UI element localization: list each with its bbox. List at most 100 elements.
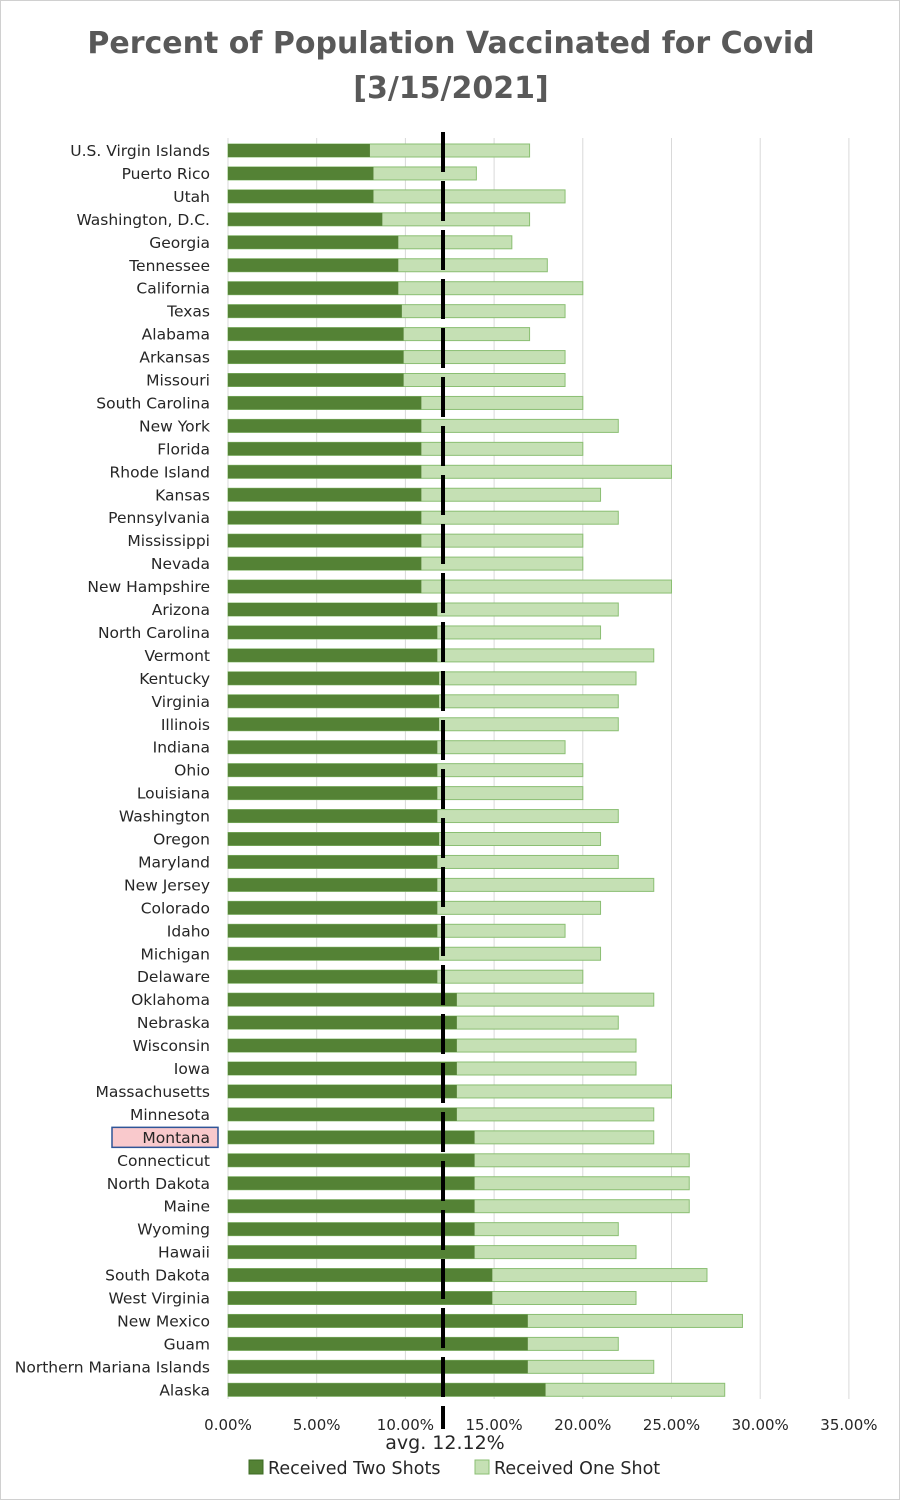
bar-two-shots [228,1314,528,1328]
x-tick-label: 10.00% [377,1416,434,1434]
category-label: Mississippi [127,532,210,550]
bar-two-shots [228,1291,493,1305]
bar-two-shots [228,419,422,433]
bar-two-shots [228,212,383,226]
bar-two-shots [228,442,422,456]
category-label: Tennessee [128,257,210,275]
x-tick-label: 25.00% [643,1416,700,1434]
bar-two-shots [228,144,370,157]
category-label: California [136,280,210,298]
bar-two-shots [228,557,422,571]
bar-two-shots [228,1383,546,1397]
bar-two-shots [228,1268,493,1282]
category-label: Northern Mariana Islands [15,1358,210,1376]
category-label: Missouri [146,372,210,390]
category-label: Colorado [141,899,210,917]
bar-two-shots [228,694,440,708]
x-axis-ticks: 0.00% 5.00% 10.00% 15.00% 20.00% 25.00% 30.00%… [204,1416,877,1434]
category-label: Minnesota [130,1106,210,1124]
category-label: U.S. Virgin Islands [70,142,210,160]
category-label: Hawaii [158,1244,210,1262]
category-label: Arkansas [139,349,210,367]
bars [227,143,743,1397]
category-label: South Dakota [105,1267,210,1285]
category-label: Oregon [153,831,210,849]
bar-two-shots [228,947,440,961]
chart-title: Percent of Population Vaccinated for Cov… [87,26,814,61]
bar-two-shots [228,1084,457,1098]
bar-two-shots [228,304,402,318]
bar-two-shots [228,1153,475,1167]
bar-two-shots [228,924,438,938]
category-label: Ohio [174,762,210,780]
bar-two-shots [228,832,440,846]
bar-two-shots [228,350,404,364]
bar-two-shots [228,717,440,731]
bar-two-shots [228,580,422,594]
category-label: New Jersey [124,876,210,894]
bar-two-shots [228,993,457,1007]
bar-two-shots [228,1039,457,1053]
x-tick-label: 30.00% [732,1416,789,1434]
category-label: Nebraska [137,1014,210,1032]
x-tick-label: 35.00% [820,1416,877,1434]
bar-two-shots [228,1360,528,1374]
category-label: New York [139,417,210,435]
category-label: Delaware [137,968,210,986]
category-label: Oklahoma [131,991,210,1009]
bar-two-shots [228,878,438,892]
bar-two-shots [228,648,438,662]
category-label: Connecticut [117,1152,210,1170]
chart-subtitle-date: [3/15/2021] [353,71,548,106]
bar-two-shots [228,901,438,915]
category-label: Michigan [141,945,211,963]
x-tick-label: 5.00% [293,1416,341,1434]
bar-two-shots [228,603,438,616]
bar-two-shots [228,1176,475,1190]
bar-two-shots [228,1337,528,1351]
category-label: North Carolina [98,624,210,642]
bar-two-shots [228,1199,475,1213]
bar-two-shots [228,763,438,777]
category-label: Alabama [142,326,210,344]
category-label: Utah [173,188,210,206]
category-label: Maine [163,1198,210,1216]
bar-two-shots [228,1016,457,1030]
category-label: Puerto Rico [122,165,210,183]
bar-two-shots [228,465,422,479]
bar-two-shots [228,1130,475,1144]
category-label: Nevada [151,555,210,573]
category-label: Washington, D.C. [76,211,210,229]
legend-swatch-one-shot [474,1459,490,1475]
legend-label-one-shot: Received One Shot [494,1459,660,1479]
category-label: Arizona [152,601,210,619]
category-label: Washington [119,808,210,826]
category-label: Rhode Island [110,463,211,481]
category-label: Massachusetts [95,1083,210,1101]
category-label: Florida [157,440,210,458]
category-label: Idaho [167,922,210,940]
x-tick-label: 0.00% [204,1416,252,1434]
category-label: Wisconsin [133,1037,210,1055]
bar-two-shots [228,534,422,548]
category-label: Maryland [138,853,210,871]
category-label: Illinois [161,716,210,734]
bar-two-shots [228,189,374,203]
bar-two-shots [228,671,440,685]
category-label: Guam [164,1335,210,1353]
bar-two-shots [228,855,438,869]
bar-two-shots [228,809,438,823]
bar-two-shots [228,373,404,387]
bar-two-shots [228,511,422,525]
category-label: Indiana [153,739,210,757]
bar-two-shots [228,786,438,800]
category-label: North Dakota [107,1175,210,1193]
category-label: Georgia [149,234,210,252]
bar-two-shots [228,970,438,984]
category-label: West Virginia [109,1290,210,1308]
bar-two-shots [228,1245,475,1259]
bar-two-shots [228,740,438,754]
category-label: Wyoming [137,1221,210,1239]
